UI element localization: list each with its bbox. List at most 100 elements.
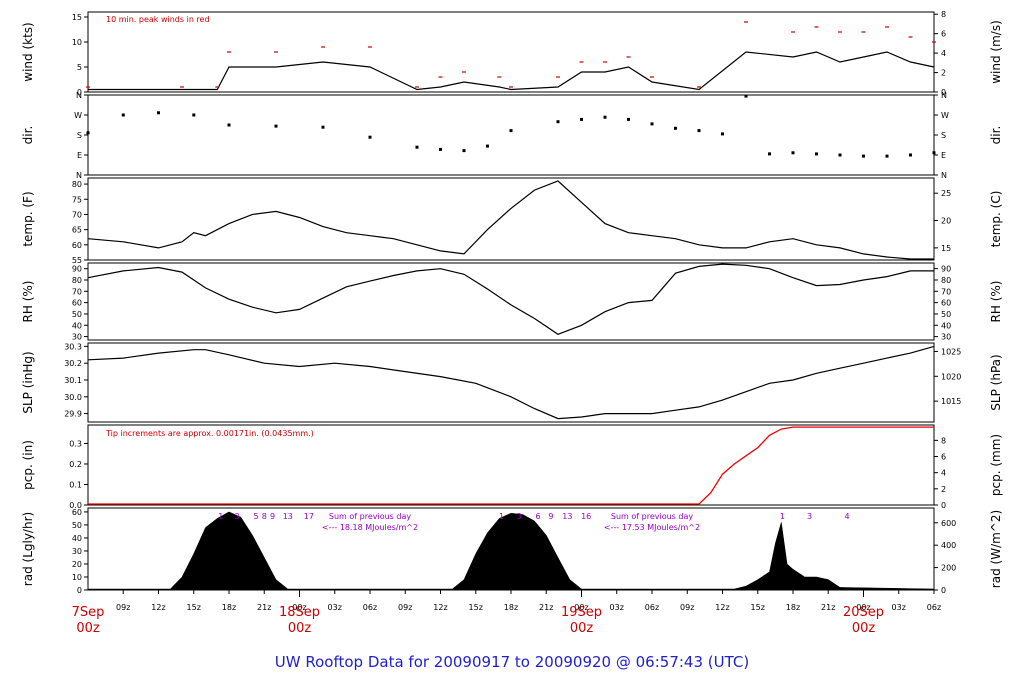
rad-left-tick-label: 0	[77, 586, 82, 595]
dir-left-axis-label: dir.	[21, 126, 35, 145]
rad-left-tick-label: 50	[72, 521, 82, 530]
rad-right-tick-label: 0	[941, 586, 946, 595]
x-hour-label: 00z	[574, 603, 588, 612]
x-date-time-label: 00z	[852, 621, 876, 636]
temp-right-tick-label: 15	[941, 244, 951, 253]
temp-left-axis-label: temp. (F)	[21, 191, 35, 246]
rh-left-tick-label: 30	[72, 333, 82, 342]
rad-hour-mark: 6	[535, 512, 540, 521]
rad-hour-mark: 17	[304, 512, 314, 521]
pcp-left-tick-label: 0.2	[69, 460, 82, 469]
slp-left-tick-label: 30.0	[64, 393, 82, 402]
rad-hour-mark: 8	[262, 512, 267, 521]
dir-right-tick-label: W	[941, 111, 949, 120]
wind-right-tick-label: 0	[941, 88, 946, 97]
x-hour-label: 12z	[151, 603, 165, 612]
dir-point	[86, 131, 90, 135]
x-hour-label: 18z	[222, 603, 236, 612]
slp-left-tick-label: 30.3	[64, 342, 82, 351]
temp-line	[87, 180, 934, 260]
wind-left-tick-label: 0	[77, 88, 82, 97]
dir-point	[509, 129, 513, 133]
wind-left-axis-label: wind (kts)	[21, 22, 35, 81]
x-hour-label: 03z	[328, 603, 342, 612]
time-axis: 09z 12z 15z 18z 21z 00z 03z 06z 09z 12z 15z 18z 21z 0…	[72, 590, 941, 636]
dir-right-tick-label: N	[941, 91, 947, 100]
rad-hour-mark: 13	[283, 512, 293, 521]
rh-right-tick-label: 80	[941, 276, 951, 285]
x-hour-label: 15z	[469, 603, 483, 612]
chart-title: UW Rooftop Data for 20090917 to 20090920…	[275, 653, 749, 671]
rh-right-tick-label: 50	[941, 310, 951, 319]
rad-hour-mark: 9	[270, 512, 275, 521]
x-date-time-label: 00z	[288, 621, 312, 636]
rad-hour-mark: 3	[517, 512, 522, 521]
x-hour-label: 06z	[645, 603, 659, 612]
slp-left-tick-label: 29.9	[64, 410, 82, 419]
dir-point	[862, 154, 865, 158]
slp-left-tick-label: 30.1	[64, 376, 82, 385]
x-date-label: 19Sep	[561, 605, 602, 620]
dir-right-tick-label: E	[941, 151, 946, 160]
rad-hour-mark: 1	[499, 512, 504, 521]
dir-left-tick-label: E	[77, 151, 82, 160]
rh-line	[87, 263, 934, 335]
dir-point	[462, 149, 466, 153]
dir-point	[674, 126, 677, 130]
dir-point	[486, 144, 489, 148]
pcp-right-tick-label: 4	[941, 469, 946, 478]
x-hour-label: 06z	[927, 603, 941, 612]
x-date-time-label: 00z	[76, 621, 100, 636]
rh-right-tick-label: 60	[941, 299, 951, 308]
dir-point	[744, 94, 748, 98]
temp-left-tick-label: 65	[72, 226, 82, 235]
rh-left-tick-label: 50	[72, 310, 82, 319]
rh-right-axis-label: RH (%)	[989, 281, 1003, 323]
rad-hour-mark: 16	[581, 512, 591, 521]
wind-right-tick-label: 8	[941, 10, 946, 19]
rad-right-axis-label: rad (W/m^2)	[989, 510, 1003, 588]
temp-left-tick-label: 60	[72, 241, 82, 250]
x-date-label: 18Sep	[279, 605, 320, 620]
x-hour-label: 21z	[821, 603, 835, 612]
slp-right-axis-label: SLP (hPa)	[989, 354, 1003, 410]
rh-right-tick-label: 70	[941, 287, 951, 296]
rad-left-tick-label: 30	[72, 547, 82, 556]
pcp-right-tick-label: 6	[941, 453, 946, 462]
rad-area	[87, 511, 935, 591]
rad-hour-mark: 3	[235, 512, 240, 521]
wind-left-tick-label: 15	[72, 13, 82, 22]
x-hour-label: 18z	[504, 603, 518, 612]
rad-left-axis-label: rad (Lgly/hr)	[21, 512, 35, 586]
rh-right-tick-label: 30	[941, 333, 951, 342]
wind-left-tick-label: 10	[72, 38, 82, 47]
temp-right-tick-label: 20	[941, 217, 951, 226]
rad-hour-mark: 13	[562, 512, 572, 521]
pcp-tip-note: Tip increments are approx. 0.00171in. (0…	[105, 429, 314, 438]
rad-sum1-value: <--- 18.18 MJoules/m^2	[322, 523, 418, 532]
dir-point	[721, 132, 724, 136]
dir-left-tick-label: N	[76, 91, 82, 100]
dir-frame	[87, 94, 935, 176]
dir-right-axis-label: dir.	[989, 126, 1003, 145]
temp-panel: 55 60 65 70 75 80 15 20 25 temp. (F) temp. (C)	[21, 177, 1003, 265]
x-hour-label: 06z	[363, 603, 377, 612]
slp-line	[87, 345, 935, 420]
rh-left-axis-label: RH (%)	[21, 281, 35, 323]
dir-point	[909, 153, 912, 157]
pcp-right-tick-label: 2	[941, 485, 946, 494]
rad-left-tick-label: 20	[72, 560, 82, 569]
temp-right-axis-label: temp. (C)	[989, 191, 1003, 248]
x-hour-label: 00z	[856, 603, 870, 612]
dir-right-tick-label: S	[941, 131, 946, 140]
x-hour-label: 09z	[680, 603, 694, 612]
dir-point	[932, 151, 936, 155]
x-date-time-label: 00z	[570, 621, 594, 636]
wind-panel: 0 5 10 15 0 2 4 6 8 wind (kts) wind (m/s) 10 min. p…	[21, 10, 1003, 97]
x-date-label: 7Sep	[72, 605, 105, 620]
x-hour-label: 12z	[433, 603, 447, 612]
wind-right-tick-label: 6	[941, 30, 946, 39]
x-hour-label: 09z	[398, 603, 412, 612]
